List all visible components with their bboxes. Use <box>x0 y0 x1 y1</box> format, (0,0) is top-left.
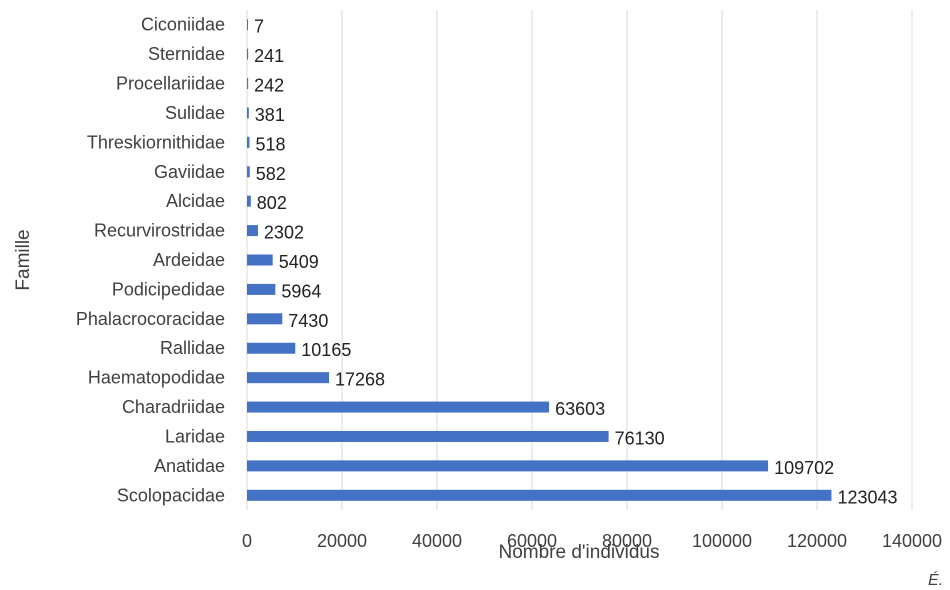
data-label: 518 <box>255 134 285 154</box>
category-label: Recurvirostridae <box>94 221 225 241</box>
category-label: Gaviidae <box>154 162 225 182</box>
data-label: 2302 <box>264 223 304 243</box>
x-tick-label: 40000 <box>412 531 462 551</box>
category-label: Alcidae <box>166 191 225 211</box>
bar <box>247 342 296 354</box>
x-tick-label: 60000 <box>507 531 557 551</box>
y-axis-title: Famille <box>13 229 34 290</box>
data-labels: 7 241 242 381 518 582 802 2302 5409 5964 7430 10165… <box>254 17 898 508</box>
bar <box>247 283 276 295</box>
data-label: 123043 <box>837 487 897 507</box>
x-axis-title: Nombre d'individus <box>499 542 660 563</box>
x-tick-labels: 0 20000 40000 60000 80000 100000 120000 140000 <box>242 531 942 551</box>
bar <box>247 225 258 237</box>
category-label: Scolopacidae <box>117 485 225 505</box>
category-label: Procellariidae <box>116 74 225 94</box>
x-tick-label: 80000 <box>602 531 652 551</box>
category-label: Ciconiidae <box>141 15 225 35</box>
corner-text: É. <box>928 570 943 589</box>
data-label: 63603 <box>555 399 605 419</box>
category-label: Sternidae <box>148 44 225 64</box>
data-label: 5964 <box>281 281 321 301</box>
data-label: 10165 <box>301 340 351 360</box>
category-label: Charadriidae <box>122 397 225 417</box>
x-tick-label: 20000 <box>317 531 367 551</box>
data-label: 76130 <box>615 428 665 448</box>
category-label: Phalacrocoracidae <box>76 309 225 329</box>
category-label: Anatidae <box>154 456 225 476</box>
x-tick-label: 100000 <box>692 531 752 551</box>
bar <box>247 78 249 90</box>
x-tick-label: 0 <box>242 531 252 551</box>
category-label: Ardeidae <box>153 250 225 270</box>
category-label: Laridae <box>165 426 225 446</box>
category-label: Rallidae <box>160 338 225 358</box>
data-label: 241 <box>254 46 284 66</box>
bar <box>247 460 769 472</box>
category-label: Threskiornithidae <box>87 132 225 152</box>
bar <box>247 107 249 119</box>
bar <box>247 166 250 178</box>
data-label: 17268 <box>335 370 385 390</box>
data-label: 7 <box>254 17 264 37</box>
x-tick-label: 120000 <box>787 531 847 551</box>
bar <box>247 313 283 325</box>
category-label: Haematopodidae <box>88 368 225 388</box>
bar <box>247 489 832 501</box>
data-label: 5409 <box>279 252 319 272</box>
bar <box>247 401 550 413</box>
data-label: 109702 <box>774 458 834 478</box>
gridlines <box>246 10 913 510</box>
x-tick-label: 140000 <box>882 531 942 551</box>
data-label: 381 <box>255 105 285 125</box>
bar <box>247 19 248 31</box>
category-label: Sulidae <box>165 103 225 123</box>
bar <box>247 48 249 60</box>
bar <box>247 430 609 442</box>
category-label: Podicipedidae <box>112 279 225 299</box>
bar <box>247 136 250 148</box>
category-labels: Ciconiidae Sternidae Procellariidae Sulidae… <box>76 15 225 506</box>
data-label: 7430 <box>288 311 328 331</box>
bars <box>247 19 832 501</box>
data-label: 802 <box>257 193 287 213</box>
bar <box>247 372 330 384</box>
bar <box>247 195 251 207</box>
bar <box>247 254 273 266</box>
data-label: 242 <box>254 76 284 96</box>
data-label: 582 <box>256 164 286 184</box>
